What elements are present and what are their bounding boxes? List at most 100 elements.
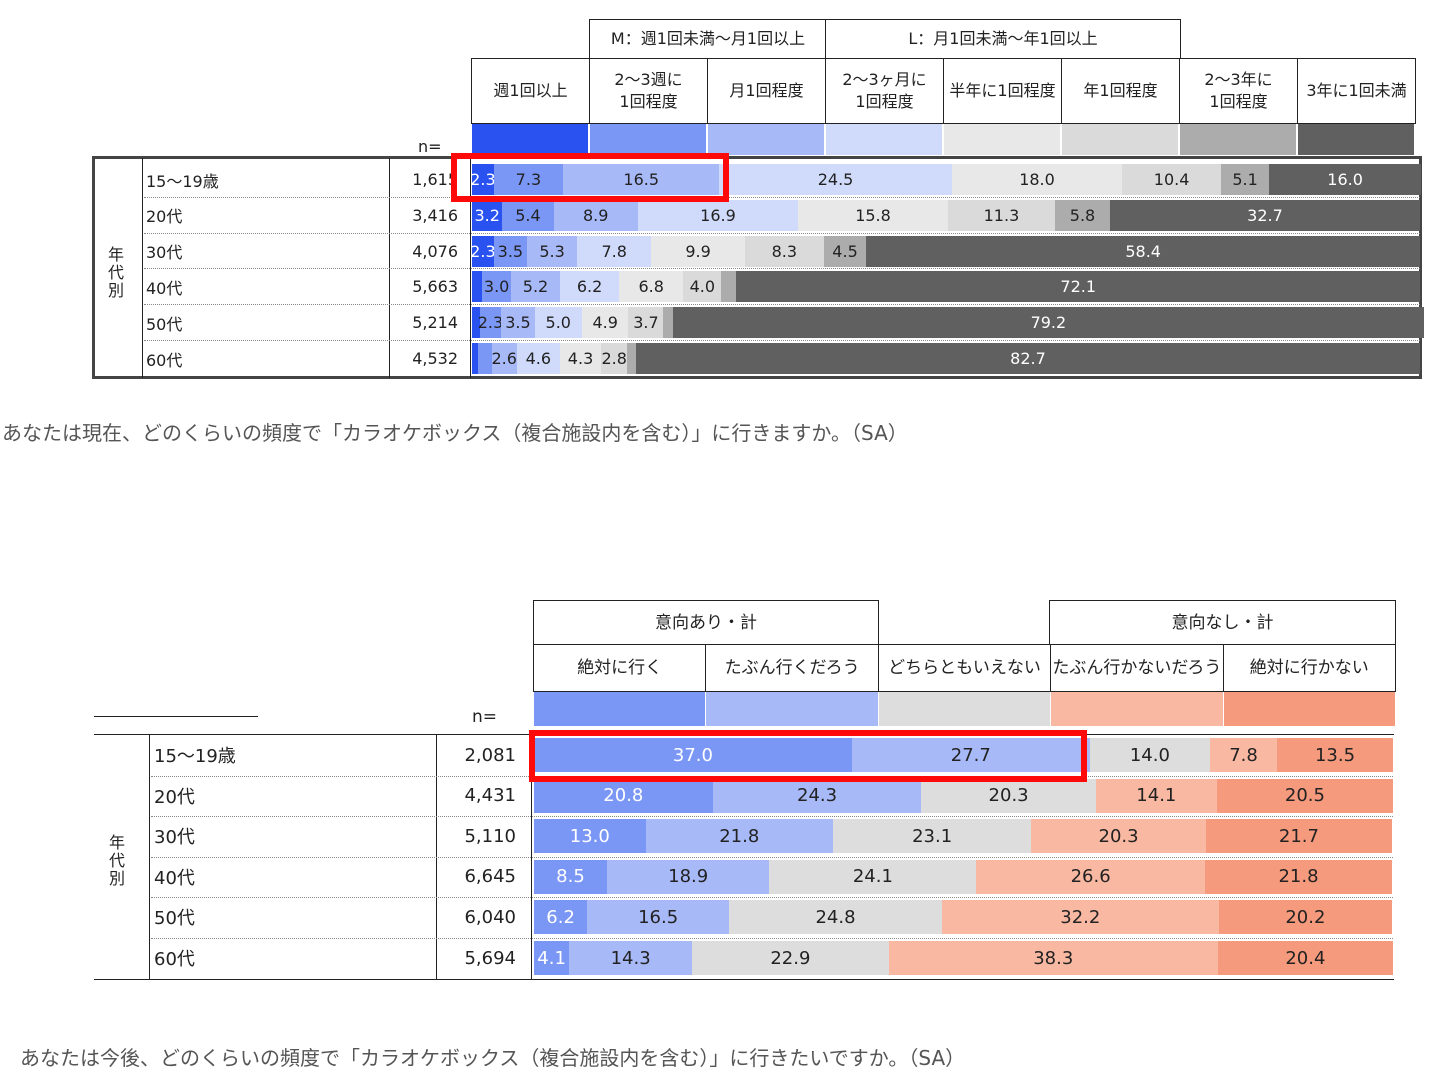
series-header: 年1回程度 — [1061, 58, 1180, 124]
bar-segment — [472, 343, 478, 374]
bar-segment: 14.3 — [569, 941, 693, 975]
series-swatch — [590, 124, 706, 155]
group-label-age: 年代別 — [107, 245, 124, 300]
group-header-yes: 意向あり・計 — [533, 600, 879, 645]
row-label: 15～19歳 — [146, 171, 219, 191]
bar-segment: 38.3 — [888, 941, 1218, 975]
bar-segment: 4.3 — [560, 343, 601, 374]
bar-segment: 13.0 — [534, 819, 646, 854]
series-header: 月1回程度 — [707, 58, 826, 124]
bar-segment: 32.7 — [1110, 199, 1420, 231]
row-label: 60代 — [146, 350, 183, 370]
group-header-no: 意向なし・計 — [1049, 600, 1396, 645]
bar-segment: 20.3 — [1031, 819, 1206, 854]
bar-segment: 24.5 — [719, 164, 952, 195]
divider — [470, 158, 471, 378]
row-label: 50代 — [146, 314, 183, 334]
bar-segment: 2.3 — [470, 164, 496, 195]
bar-segment — [627, 343, 636, 374]
bar-segment: 8.3 — [745, 235, 824, 267]
divider — [142, 158, 143, 378]
bar-segment: 7.3 — [493, 164, 563, 195]
bar-segment: 3.5 — [501, 307, 535, 339]
row-separator — [151, 897, 1393, 899]
bar-segment: 16.9 — [637, 199, 799, 231]
row-n: 5,214 — [412, 313, 458, 333]
row-n: 6,645 — [464, 866, 516, 888]
highlight-box — [529, 730, 1087, 782]
row-separator — [144, 196, 1420, 198]
group-header-m: M：週1回未満～月1回以上 — [589, 19, 827, 59]
bar-segment: 24.8 — [728, 900, 943, 935]
bar-segment: 5.1 — [1220, 164, 1270, 195]
row-n: 4,076 — [412, 241, 458, 261]
row-label: 20代 — [154, 786, 195, 808]
bar-segment: 5.3 — [526, 235, 578, 267]
bar-segment: 20.3 — [921, 778, 1096, 813]
row-label: 40代 — [146, 278, 183, 298]
row-separator — [151, 856, 1393, 858]
bar-segment: 14.1 — [1095, 778, 1217, 813]
series-swatch — [706, 692, 878, 726]
bar-segment: 20.4 — [1217, 941, 1393, 975]
row-n: 5,110 — [464, 825, 516, 847]
divider — [149, 734, 150, 980]
bar-segment: 20.2 — [1218, 900, 1393, 935]
series-header: どちらともいえない — [877, 644, 1052, 692]
bar-segment: 4.6 — [516, 343, 561, 374]
divider — [94, 979, 1394, 980]
table-frame — [92, 156, 1422, 379]
row-n: 4,532 — [412, 349, 458, 368]
bar-segment: 2.3 — [478, 307, 503, 339]
series-swatch — [1298, 124, 1414, 155]
series-header: 半年に1回程度 — [943, 58, 1062, 124]
row-n: 3,416 — [412, 205, 458, 225]
group-label-age: 年代別 — [108, 833, 125, 888]
row-n: 4,431 — [464, 785, 516, 807]
highlight-box — [451, 153, 729, 202]
group-header-l: L：月1回未満～年1回以上 — [825, 19, 1181, 59]
row-separator — [151, 816, 1393, 818]
series-swatch — [472, 124, 588, 155]
bar-segment: 8.9 — [553, 199, 638, 231]
bar-segment: 16.5 — [563, 164, 720, 195]
bar-segment: 4.5 — [823, 235, 867, 267]
bar-segment: 3.5 — [493, 235, 527, 267]
bar-segment: 6.8 — [618, 271, 684, 303]
row-n: 1,615 — [412, 170, 458, 189]
bar-segment: 18.0 — [951, 164, 1123, 195]
bar-segment: 14.0 — [1089, 738, 1211, 772]
series-header: 絶対に行く — [533, 644, 707, 692]
row-n: 5,694 — [464, 947, 516, 969]
bar-segment: 15.8 — [798, 199, 948, 231]
row-label: 15～19歳 — [154, 746, 236, 767]
series-swatch — [1062, 124, 1178, 155]
bar-segment: 23.1 — [832, 819, 1032, 854]
row-separator — [144, 340, 1420, 341]
series-swatch — [826, 124, 942, 155]
bar-segment: 18.9 — [607, 859, 770, 894]
bar-segment: 26.6 — [976, 859, 1205, 894]
chart-caption: あなたは今後、どのくらいの頻度で「カラオケボックス（複合施設内を含む）」に行きた… — [20, 1046, 966, 1070]
row-separator — [144, 268, 1420, 270]
bar-segment: 24.1 — [769, 859, 977, 894]
n-label: n= — [418, 137, 442, 156]
series-header: 3年に1回未満 — [1297, 58, 1416, 124]
bar-segment: 5.8 — [1055, 199, 1110, 231]
bar-segment: 27.7 — [851, 738, 1090, 772]
bar-segment: 3.7 — [628, 307, 664, 339]
series-swatch — [534, 692, 706, 726]
row-n: 6,040 — [464, 906, 516, 928]
row-separator — [144, 232, 1420, 234]
bar-segment: 20.5 — [1216, 778, 1393, 813]
bar-segment: 16.0 — [1269, 164, 1421, 195]
bar-segment: 82.7 — [636, 343, 1420, 374]
row-separator — [151, 938, 1393, 939]
bar-segment — [721, 271, 737, 303]
bar-segment: 4.9 — [581, 307, 629, 339]
row-label: 60代 — [154, 949, 195, 970]
bar-segment: 5.4 — [502, 199, 554, 231]
series-header: 絶対に行かない — [1222, 644, 1396, 692]
bar-segment: 4.0 — [683, 271, 722, 303]
series-header: 2～3年に 1回程度 — [1179, 58, 1298, 124]
